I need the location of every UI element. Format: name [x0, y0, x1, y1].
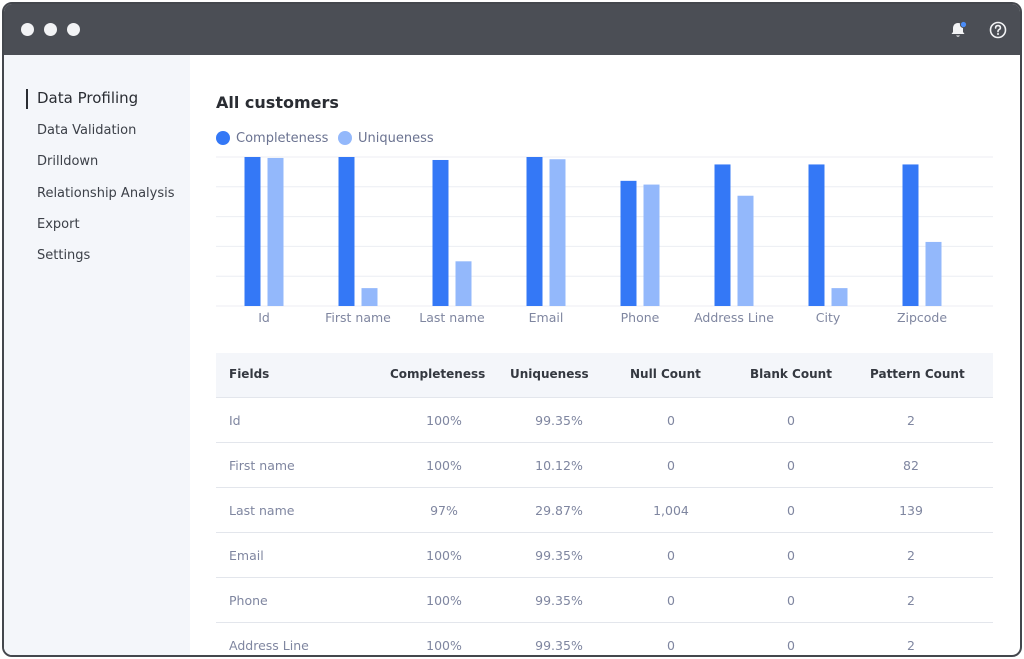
main-panel: All customers Completeness Uniqueness Id…: [190, 55, 1020, 655]
sidebar-item-relationship-analysis[interactable]: Relationship Analysis: [37, 186, 175, 201]
table-cell: Last name: [229, 503, 295, 518]
table-cell: First name: [229, 458, 295, 473]
table-cell: 100%: [426, 458, 462, 473]
table-cell: 99.35%: [535, 413, 583, 428]
sidebar-item-settings[interactable]: Settings: [37, 248, 91, 263]
active-indicator: [26, 89, 28, 109]
legend-swatch-completeness: [216, 131, 230, 145]
header-completeness[interactable]: Completeness: [390, 367, 486, 381]
bar-uniqueness-city[interactable]: [831, 288, 848, 306]
header-uniqueness[interactable]: Uniqueness: [510, 367, 589, 381]
table-row[interactable]: First name 100% 10.12% 0 0 82: [216, 442, 993, 487]
table-row[interactable]: Email 100% 99.35% 0 0 2: [216, 532, 993, 577]
sidebar-item-data-validation[interactable]: Data Validation: [37, 123, 137, 138]
bar-uniqueness-phone[interactable]: [643, 184, 660, 306]
table-cell: 2: [907, 593, 915, 608]
header-fields[interactable]: Fields: [229, 367, 270, 381]
table-cell: 100%: [426, 413, 462, 428]
x-tick-label: Address Line: [694, 310, 774, 325]
bar-completeness-first-name[interactable]: [338, 157, 355, 306]
bar-uniqueness-last-name[interactable]: [455, 261, 472, 306]
table-cell: 0: [787, 593, 795, 608]
table-cell: 0: [667, 458, 675, 473]
table-cell: 0: [787, 638, 795, 653]
header-null-count[interactable]: Null Count: [630, 367, 701, 381]
x-tick-label: Zipcode: [897, 310, 947, 325]
x-tick-label: Email: [529, 310, 564, 325]
bar-completeness-city[interactable]: [808, 164, 825, 306]
bar-completeness-zipcode[interactable]: [902, 164, 919, 306]
table-cell: 0: [667, 638, 675, 653]
table-cell: 0: [787, 458, 795, 473]
table-cell: 2: [907, 413, 915, 428]
window-maximize-button[interactable]: [67, 23, 80, 36]
bar-chart: Id First name Last name Email Phone Address L…: [216, 156, 993, 325]
table-cell: 0: [667, 548, 675, 563]
bar-completeness-email[interactable]: [526, 157, 543, 306]
table-cell: 29.87%: [535, 503, 583, 518]
table-cell: 1,004: [653, 503, 689, 518]
x-tick-label: Last name: [419, 310, 485, 325]
table-cell: 0: [787, 503, 795, 518]
table-row[interactable]: Phone 100% 99.35% 0 0 2: [216, 577, 993, 622]
sidebar-item-drilldown[interactable]: Drilldown: [37, 154, 99, 169]
sidebar-item-data-profiling[interactable]: Data Profiling: [37, 89, 139, 107]
title-bar: [4, 4, 1020, 55]
table-cell: 0: [667, 413, 675, 428]
window-minimize-button[interactable]: [44, 23, 57, 36]
x-tick-label: Id: [258, 310, 270, 325]
table-cell: 99.35%: [535, 638, 583, 653]
table-cell: 10.12%: [535, 458, 583, 473]
table-cell: 100%: [426, 593, 462, 608]
table-cell: 2: [907, 638, 915, 653]
table-cell: Address Line: [229, 638, 309, 653]
table-cell: 0: [787, 413, 795, 428]
x-tick-label: Phone: [621, 310, 660, 325]
bar-uniqueness-id[interactable]: [267, 157, 284, 306]
table-cell: Phone: [229, 593, 268, 608]
x-tick-label: First name: [325, 310, 391, 325]
bar-completeness-id[interactable]: [244, 157, 261, 306]
table-cell: 82: [903, 458, 919, 473]
table-cell: 99.35%: [535, 548, 583, 563]
page-title: All customers: [216, 93, 339, 112]
sidebar-item-export[interactable]: Export: [37, 217, 80, 232]
table-cell: Email: [229, 548, 264, 563]
bar-completeness-address-line[interactable]: [714, 164, 731, 306]
x-tick-label: City: [816, 310, 841, 325]
bar-completeness-last-name[interactable]: [432, 159, 449, 306]
bar-uniqueness-first-name[interactable]: [361, 288, 378, 306]
bar-uniqueness-zipcode[interactable]: [925, 241, 942, 306]
table-cell: 97%: [430, 503, 458, 518]
header-blank-count[interactable]: Blank Count: [750, 367, 832, 381]
table-cell: Id: [229, 413, 241, 428]
bar-completeness-phone[interactable]: [620, 180, 637, 306]
help-icon[interactable]: [989, 21, 1007, 39]
bar-uniqueness-address-line[interactable]: [737, 195, 754, 306]
table-cell: 0: [787, 548, 795, 563]
table-cell: 2: [907, 548, 915, 563]
table-cell: 139: [899, 503, 923, 518]
table-cell: 0: [667, 593, 675, 608]
legend-label-completeness: Completeness: [236, 131, 329, 146]
table-cell: 99.35%: [535, 593, 583, 608]
table-header: Fields Completeness Uniqueness Null Coun…: [216, 353, 993, 397]
header-pattern-count[interactable]: Pattern Count: [870, 367, 965, 381]
table-row[interactable]: Last name 97% 29.87% 1,004 0 139: [216, 487, 993, 532]
table-cell: 100%: [426, 548, 462, 563]
sidebar: Data Profiling Data Validation Drilldown…: [4, 55, 190, 655]
bell-icon[interactable]: [948, 20, 968, 40]
legend-label-uniqueness: Uniqueness: [358, 131, 434, 146]
window-close-button[interactable]: [21, 23, 34, 36]
bar-uniqueness-email[interactable]: [549, 159, 566, 306]
legend-swatch-uniqueness: [338, 131, 352, 145]
table-cell: 100%: [426, 638, 462, 653]
table-row[interactable]: Id 100% 99.35% 0 0 2: [216, 397, 993, 442]
table-row[interactable]: Address Line 100% 99.35% 0 0 2: [216, 622, 993, 655]
